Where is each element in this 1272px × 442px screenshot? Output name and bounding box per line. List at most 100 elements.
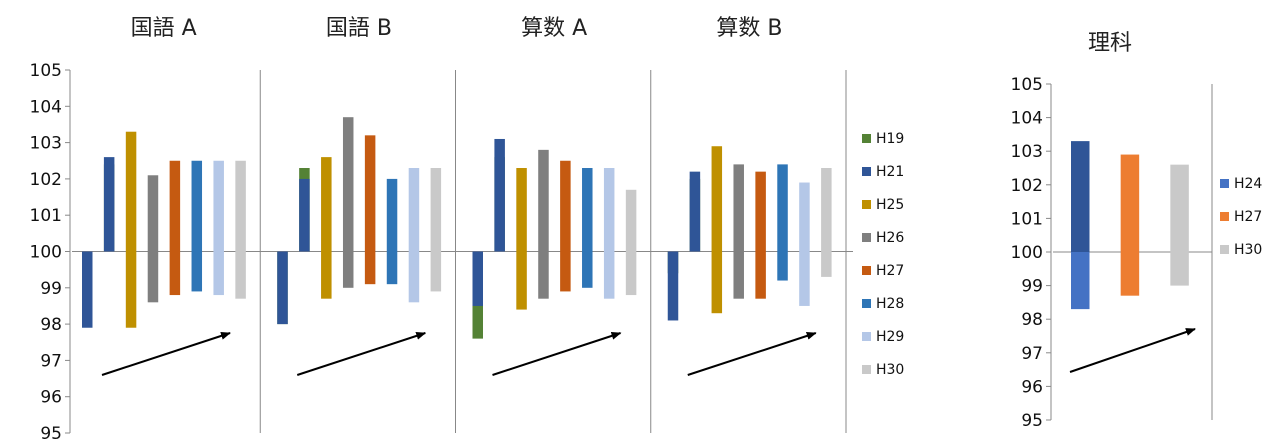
y-tick-label: 96 (1021, 377, 1043, 397)
panel-title: 国語 A (131, 16, 197, 41)
legend-label: H24 (1234, 176, 1262, 192)
bar-h25 (516, 251, 527, 310)
trend-arrow (687, 332, 817, 376)
bar-h24 (1071, 141, 1090, 252)
y-tick-label: 105 (1011, 75, 1043, 95)
y-tick-label: 103 (1011, 142, 1043, 162)
legend-label: H25 (876, 197, 904, 213)
trend-arrow (101, 332, 231, 376)
bar-h27 (364, 135, 376, 252)
legend-swatch (862, 200, 871, 209)
panel-title: 算数 A (521, 16, 587, 41)
bar-h30 (235, 160, 246, 252)
panel-title: 理科 (1088, 31, 1132, 56)
bar-h25 (516, 168, 527, 252)
legend-label: H21 (876, 164, 904, 180)
bar-h21 (277, 251, 288, 325)
bar-h26 (147, 251, 159, 303)
bar-h29 (213, 251, 224, 296)
bar-h26 (342, 251, 354, 288)
bar-h30 (821, 251, 832, 277)
bar-h27 (560, 251, 571, 292)
y-tick-label: 104 (1011, 109, 1043, 129)
bar-h26 (538, 149, 549, 252)
legend-label: H29 (876, 329, 904, 345)
legend-swatch (1220, 212, 1229, 221)
bar-h29 (799, 251, 810, 306)
y-tick-label: 99 (1021, 277, 1043, 297)
bar-h28 (191, 251, 203, 292)
bar-h21 (472, 251, 483, 306)
legend-label: H28 (876, 296, 904, 312)
legend-swatch (862, 299, 871, 308)
bar-h26 (538, 251, 549, 299)
bar-h21 (689, 171, 701, 252)
bar-h27 (1120, 252, 1140, 296)
bar-h29 (603, 168, 615, 252)
legend-swatch (862, 266, 871, 275)
y-tick-label: 104 (30, 97, 62, 117)
bar-h27 (169, 160, 181, 252)
bar-h29 (408, 251, 420, 303)
bar-h29 (213, 160, 224, 252)
y-tick-label: 99 (40, 279, 62, 299)
trend-arrow (1069, 328, 1196, 373)
bar-h28 (386, 251, 398, 285)
bar-h25 (711, 146, 723, 252)
bar-h28 (582, 168, 593, 252)
bar-h21 (299, 178, 310, 252)
bar-h26 (147, 175, 159, 252)
panel-title: 国語 B (326, 16, 392, 41)
bar-h25 (125, 251, 137, 328)
bar-h28 (386, 178, 398, 252)
legend-label: H26 (876, 230, 904, 246)
bar-h28 (777, 164, 788, 252)
y-tick-label: 101 (1011, 209, 1043, 229)
y-tick-label: 100 (30, 243, 62, 263)
y-tick-label: 105 (30, 61, 62, 81)
y-tick-label: 100 (1011, 243, 1043, 263)
bar-h30 (430, 251, 442, 292)
bar-h27 (755, 251, 766, 299)
bar-h28 (582, 251, 593, 288)
legend-label: H27 (1234, 209, 1262, 225)
bar-h24 (1071, 252, 1090, 310)
bar-h27 (560, 160, 571, 252)
legend-label: H30 (876, 362, 904, 378)
legend-label: H27 (876, 263, 904, 279)
y-tick-label: 102 (30, 170, 62, 190)
legend-swatch (1220, 179, 1229, 188)
y-tick-label: 98 (1021, 310, 1043, 330)
bar-h26 (733, 251, 744, 299)
y-tick-label: 103 (30, 134, 62, 154)
bar-h27 (364, 251, 376, 285)
bar-h30 (821, 168, 832, 252)
legend-swatch (862, 167, 871, 176)
bar-h30 (625, 189, 637, 252)
bar-h21 (103, 157, 115, 252)
bar-h29 (603, 251, 615, 299)
y-tick-label: 97 (40, 351, 62, 371)
y-tick-label: 95 (1021, 411, 1043, 431)
y-tick-label: 101 (30, 206, 62, 226)
trend-arrow (492, 332, 622, 376)
bar-h29 (408, 168, 420, 252)
bar-h26 (733, 164, 744, 252)
legend-swatch (862, 134, 871, 143)
trend-arrow (296, 332, 427, 376)
bar-h25 (321, 251, 332, 299)
y-tick-label: 95 (40, 424, 62, 442)
legend-label: H19 (876, 131, 904, 147)
bar-h27 (169, 251, 181, 296)
bar-h25 (321, 157, 332, 252)
bar-h27 (755, 171, 766, 252)
bar-h30 (235, 251, 246, 299)
bar-h21 (82, 251, 93, 328)
bar-h30 (625, 251, 637, 296)
bar-h25 (125, 131, 137, 252)
bar-h30 (430, 168, 442, 252)
legend-swatch (862, 365, 871, 374)
legend-swatch (862, 332, 871, 341)
panel-title: 算数 B (716, 16, 782, 41)
